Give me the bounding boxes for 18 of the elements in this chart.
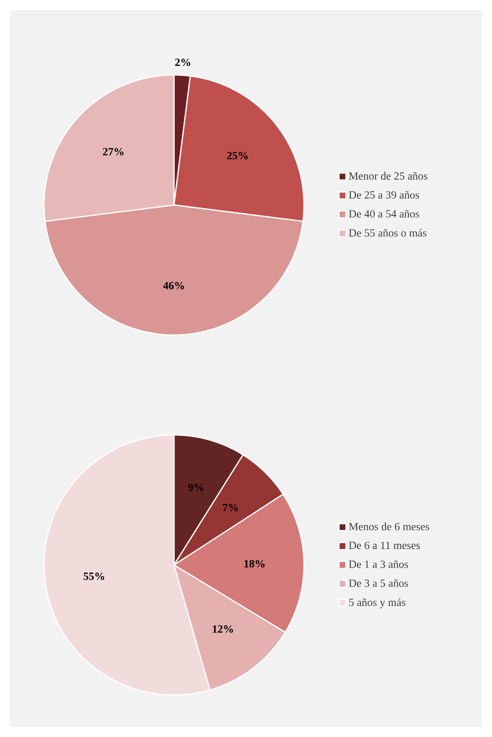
legend-label: De 55 años o más [348,228,426,237]
data-label: 9% [188,484,204,492]
legend-label: De 3 a 5 años [348,579,408,587]
data-label: 27% [102,148,124,156]
data-label: 2% [175,58,190,66]
legend-label: Menos de 6 meses [348,522,430,530]
legend-label: Menor de 25 años [348,172,428,180]
legend-label: De 1 a 3 años [348,560,408,568]
legend-label: De 25 a 39 años [348,191,420,199]
data-label: 18% [244,560,265,568]
data-label: 25% [227,152,248,160]
data-label: 46% [163,282,184,290]
data-label: 12% [212,625,233,633]
data-label: 55% [84,572,104,580]
data-label: 7% [222,504,238,512]
legend-label: De 40 a 54 años [348,210,420,218]
legend-label: 5 años y más [349,598,406,608]
legend-label: De 6 a 11 meses [348,542,420,550]
